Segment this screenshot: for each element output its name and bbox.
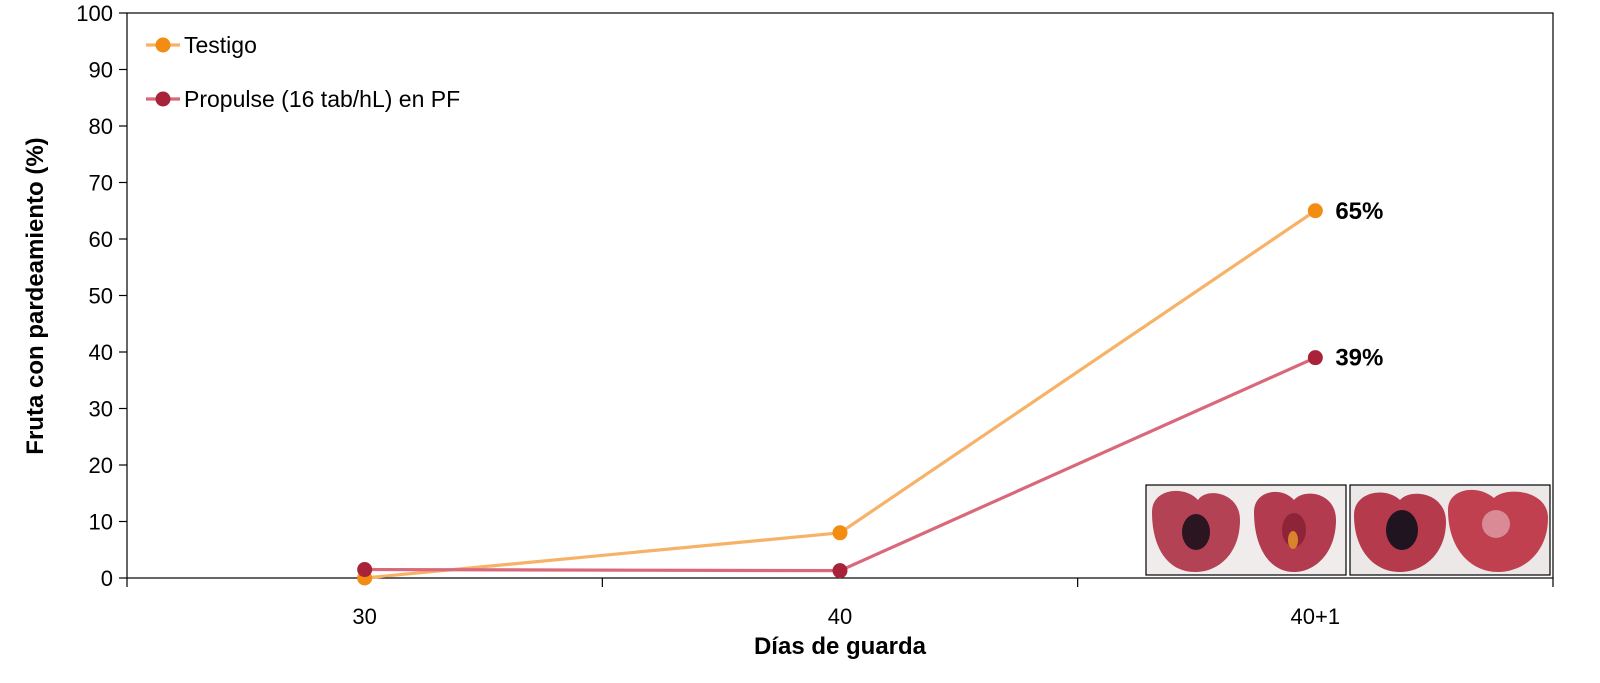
legend-label: Propulse (16 tab/hL) en PF [184, 86, 460, 112]
inset-photos [1145, 484, 1551, 576]
legend-label: Testigo [184, 32, 257, 58]
x-tick-label: 40+1 [1291, 604, 1341, 629]
x-tick-label: 30 [352, 604, 376, 629]
legend-item-1: Testigo [146, 32, 257, 58]
x-axis: 30 40 40+1 [126, 578, 1554, 629]
cherry-photo-1 [1145, 484, 1347, 576]
y-tick-label: 80 [89, 114, 113, 139]
y-tick-label: 40 [89, 340, 113, 365]
data-label: 65% [1335, 198, 1383, 225]
x-axis-title: Días de guarda [754, 633, 927, 660]
data-point [357, 562, 373, 578]
legend-marker [155, 91, 171, 107]
y-tick-label: 20 [89, 453, 113, 478]
series-1: 65% [357, 198, 1383, 586]
data-label: 39% [1335, 345, 1383, 372]
y-tick-label: 90 [89, 58, 113, 83]
x-tick-label: 40 [828, 604, 852, 629]
y-axis-title: Fruta con pardeamiento (%) [22, 137, 49, 454]
y-tick-label: 100 [76, 1, 113, 26]
y-tick-label: 60 [89, 227, 113, 252]
series-layer: 65% 39% [357, 198, 1383, 586]
legend-item-2: Propulse (16 tab/hL) en PF [146, 86, 460, 112]
data-point [832, 525, 848, 541]
data-point [832, 563, 848, 579]
data-point [1307, 203, 1323, 219]
cherry-photo-2 [1349, 484, 1551, 576]
y-tick-label: 30 [89, 397, 113, 422]
data-point [1307, 350, 1323, 366]
series-2: 39% [357, 345, 1383, 579]
y-tick-label: 10 [89, 510, 113, 535]
y-tick-label: 50 [89, 284, 113, 309]
y-tick-label: 0 [101, 566, 113, 591]
legend: Testigo Propulse (16 tab/hL) en PF [146, 32, 460, 112]
y-axis: 0 10 20 30 40 50 60 70 80 90 100 [76, 1, 127, 591]
legend-marker [155, 37, 171, 53]
y-tick-label: 70 [89, 171, 113, 196]
